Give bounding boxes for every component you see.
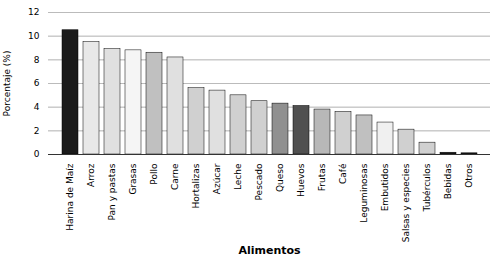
svg-text:Pollo: Pollo: [149, 163, 159, 185]
svg-text:Café: Café: [338, 163, 348, 184]
svg-text:10: 10: [28, 31, 40, 41]
svg-text:Pan y pastas: Pan y pastas: [107, 163, 117, 220]
svg-text:4: 4: [34, 102, 40, 112]
svg-text:Otros: Otros: [464, 163, 474, 188]
svg-text:Harina de Maíz: Harina de Maíz: [65, 163, 75, 230]
svg-text:12: 12: [28, 7, 39, 17]
svg-text:2: 2: [34, 126, 40, 136]
svg-text:Azúcar: Azúcar: [212, 163, 222, 194]
svg-text:Tubérculos: Tubérculos: [422, 163, 432, 212]
svg-text:6: 6: [34, 78, 40, 88]
svg-text:Leche: Leche: [233, 163, 243, 190]
svg-text:Embutidos: Embutidos: [380, 163, 390, 211]
svg-text:Pescado: Pescado: [254, 163, 264, 201]
svg-text:Carne: Carne: [170, 163, 180, 190]
svg-text:Salsas y especies: Salsas y especies: [401, 163, 411, 242]
svg-text:Huevos: Huevos: [296, 163, 306, 197]
svg-text:Porcentaje (%): Porcentaje (%): [2, 51, 12, 117]
svg-text:Leguminosas: Leguminosas: [359, 163, 369, 222]
svg-text:0: 0: [34, 149, 40, 159]
svg-text:Alimentos: Alimentos: [238, 244, 301, 257]
svg-text:Bebidas: Bebidas: [443, 163, 453, 199]
svg-text:Queso: Queso: [275, 163, 285, 192]
svg-text:Grasas: Grasas: [128, 163, 138, 194]
svg-text:Hortalizas: Hortalizas: [191, 163, 201, 208]
svg-text:Arroz: Arroz: [86, 163, 96, 187]
svg-text:Frutas: Frutas: [317, 163, 327, 191]
svg-text:8: 8: [34, 55, 40, 65]
